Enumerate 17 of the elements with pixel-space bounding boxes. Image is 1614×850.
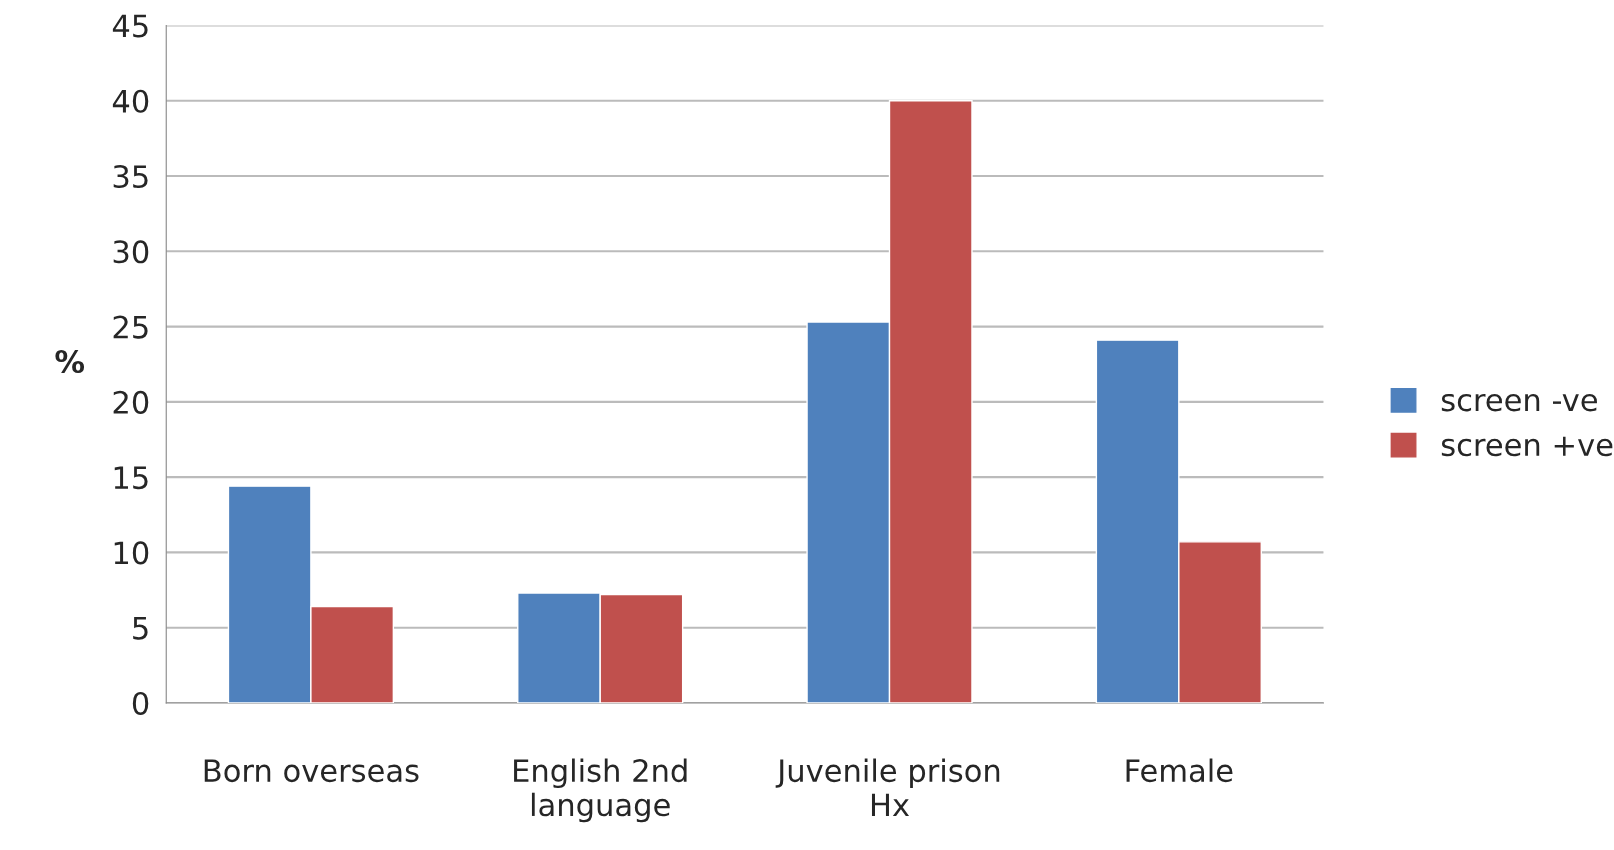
x-tick-label: English 2nd language	[514, 758, 687, 823]
y-tick-label: 45	[112, 14, 148, 38]
y-tick-label: 0	[132, 691, 149, 715]
y-tick-label: 25	[113, 315, 148, 339]
x-tick-label: Female	[1126, 758, 1233, 783]
y-tick-label: 40	[112, 89, 149, 113]
y-axis-title: %	[55, 349, 85, 374]
legend-label: screen +ve	[1441, 436, 1613, 457]
y-tick-label: 10	[114, 541, 149, 565]
y-tick-label: 5	[133, 617, 148, 640]
legend-label: screen -ve	[1441, 393, 1597, 412]
y-tick-label: 15	[114, 466, 148, 490]
y-tick-label: 30	[113, 240, 149, 264]
y-tick-label: 35	[113, 164, 148, 189]
y-tick-label: 20	[113, 390, 149, 414]
x-tick-label: Born overseas	[204, 759, 419, 783]
x-tick-label: Juvenile prison Hx	[775, 758, 1000, 816]
